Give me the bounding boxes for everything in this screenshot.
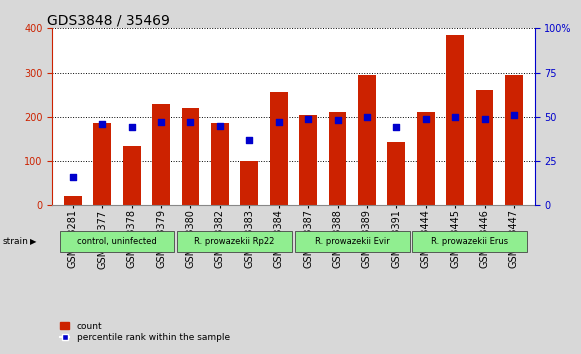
Bar [388, 142, 405, 205]
Point [245, 137, 254, 143]
Point [274, 119, 284, 125]
Text: R. prowazekii Evir: R. prowazekii Evir [315, 236, 390, 246]
Point [127, 125, 137, 130]
Point [392, 125, 401, 130]
Point [186, 119, 195, 125]
Bar [505, 75, 523, 205]
Point [510, 112, 519, 118]
Bar [64, 196, 82, 205]
Bar [358, 75, 376, 205]
Bar [211, 124, 229, 205]
Bar [182, 108, 199, 205]
Text: GDS3848 / 35469: GDS3848 / 35469 [48, 13, 170, 27]
Point [333, 118, 342, 123]
Point [215, 123, 224, 129]
Point [450, 114, 460, 120]
Point [480, 116, 489, 121]
Point [98, 121, 107, 127]
Point [68, 174, 77, 180]
Bar [177, 231, 292, 252]
Bar [446, 35, 464, 205]
Bar [60, 231, 174, 252]
Text: ▶: ▶ [30, 237, 36, 246]
Bar [476, 90, 493, 205]
Point [421, 116, 431, 121]
Bar [295, 231, 410, 252]
Text: R. prowazekii Erus: R. prowazekii Erus [431, 236, 508, 246]
Bar [94, 124, 111, 205]
Bar [417, 113, 435, 205]
Point [303, 116, 313, 121]
Legend: count, percentile rank within the sample: count, percentile rank within the sample [57, 318, 234, 346]
Bar [413, 231, 527, 252]
Text: control, uninfected: control, uninfected [77, 236, 157, 246]
Text: R. prowazekii Rp22: R. prowazekii Rp22 [195, 236, 275, 246]
Text: strain: strain [3, 237, 29, 246]
Point [363, 114, 372, 120]
Bar [299, 115, 317, 205]
Bar [123, 145, 141, 205]
Point [156, 119, 166, 125]
Bar [270, 92, 288, 205]
Bar [329, 113, 346, 205]
Bar [241, 161, 258, 205]
Bar [152, 104, 170, 205]
